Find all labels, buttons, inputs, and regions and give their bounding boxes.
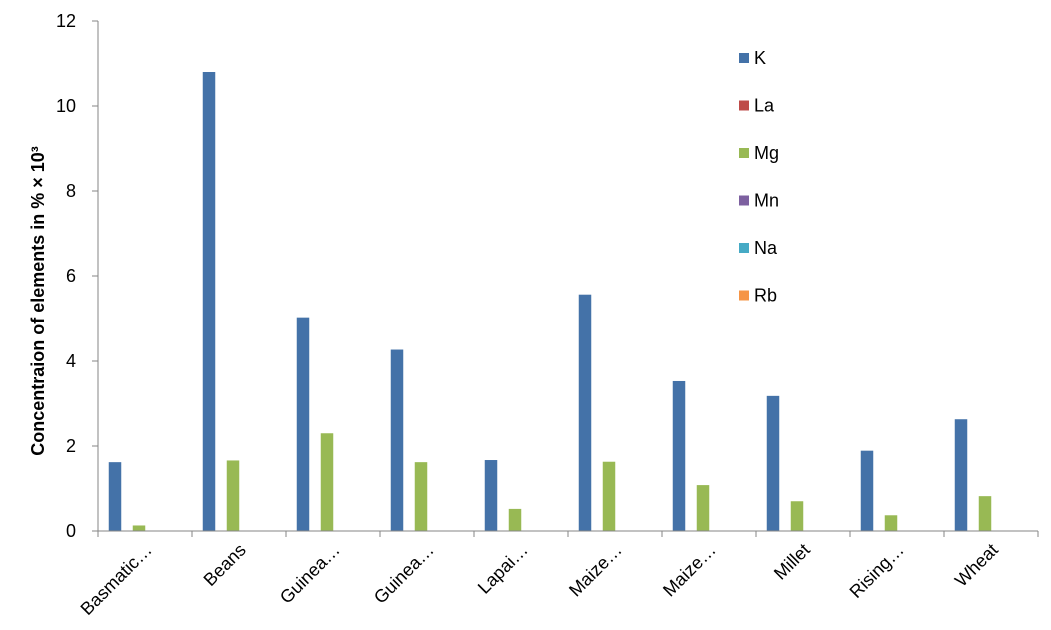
legend-label-mn: Mn xyxy=(754,191,779,211)
bar-k-6 xyxy=(672,380,686,531)
legend-swatch-rb xyxy=(739,290,749,301)
legend-label-mg: Mg xyxy=(754,143,779,163)
legend-swatch-mn xyxy=(739,195,749,206)
bar-k-8 xyxy=(860,450,874,531)
x-tick-label: Maize… xyxy=(659,540,720,601)
y-tick-label: 2 xyxy=(66,436,76,456)
y-axis-title: Concentraion of elements in % × 10³ xyxy=(28,146,48,456)
bar-mg-2 xyxy=(320,433,334,531)
bar-mg-7 xyxy=(790,501,804,531)
bar-mg-1 xyxy=(226,460,240,531)
x-tick-label: Guinea… xyxy=(276,540,344,608)
bar-k-2 xyxy=(296,317,310,531)
x-tick-label: Millet xyxy=(770,540,814,584)
bar-mg-4 xyxy=(508,508,522,531)
legend-label-rb: Rb xyxy=(754,286,777,306)
y-tick-label: 10 xyxy=(56,96,76,116)
bar-k-4 xyxy=(484,460,498,531)
y-tick-label: 6 xyxy=(66,266,76,286)
bar-k-5 xyxy=(578,294,592,531)
bar-k-1 xyxy=(202,72,216,531)
x-tick-label: Maize… xyxy=(565,540,626,601)
bar-mg-6 xyxy=(696,485,710,531)
legend-label-k: K xyxy=(754,48,766,68)
legend-label-la: La xyxy=(754,96,775,116)
y-tick-label: 4 xyxy=(66,351,76,371)
x-tick-label: Beans xyxy=(200,540,250,590)
legend-swatch-la xyxy=(739,100,749,111)
legend-swatch-na xyxy=(739,243,749,253)
bar-mg-3 xyxy=(414,462,428,531)
y-tick-label: 12 xyxy=(56,11,76,31)
x-tick-label: Lapai… xyxy=(474,540,532,598)
bar-k-7 xyxy=(766,395,780,531)
bar-k-0 xyxy=(108,462,122,531)
bar-k-9 xyxy=(954,419,968,531)
bar-mg-0 xyxy=(132,525,146,531)
y-tick-label: 8 xyxy=(66,181,76,201)
bars-layer xyxy=(108,72,992,531)
legend-swatch-k xyxy=(739,53,749,63)
legend: K La Mg Mn Na Rb xyxy=(739,48,779,306)
legend-swatch-mg xyxy=(739,148,749,158)
y-tick-label: 0 xyxy=(66,521,76,541)
x-tick-label: Basmatic… xyxy=(77,540,156,619)
bar-mg-8 xyxy=(884,515,898,531)
bar-mg-5 xyxy=(602,461,616,531)
bar-mg-9 xyxy=(978,496,992,531)
x-tick-label: Wheat xyxy=(951,540,1002,591)
axes-layer xyxy=(97,21,1038,532)
legend-label-na: Na xyxy=(754,238,778,258)
x-tick-label: Guinea… xyxy=(370,540,438,608)
x-tick-label: Rising… xyxy=(846,540,908,602)
bar-k-3 xyxy=(390,349,404,531)
